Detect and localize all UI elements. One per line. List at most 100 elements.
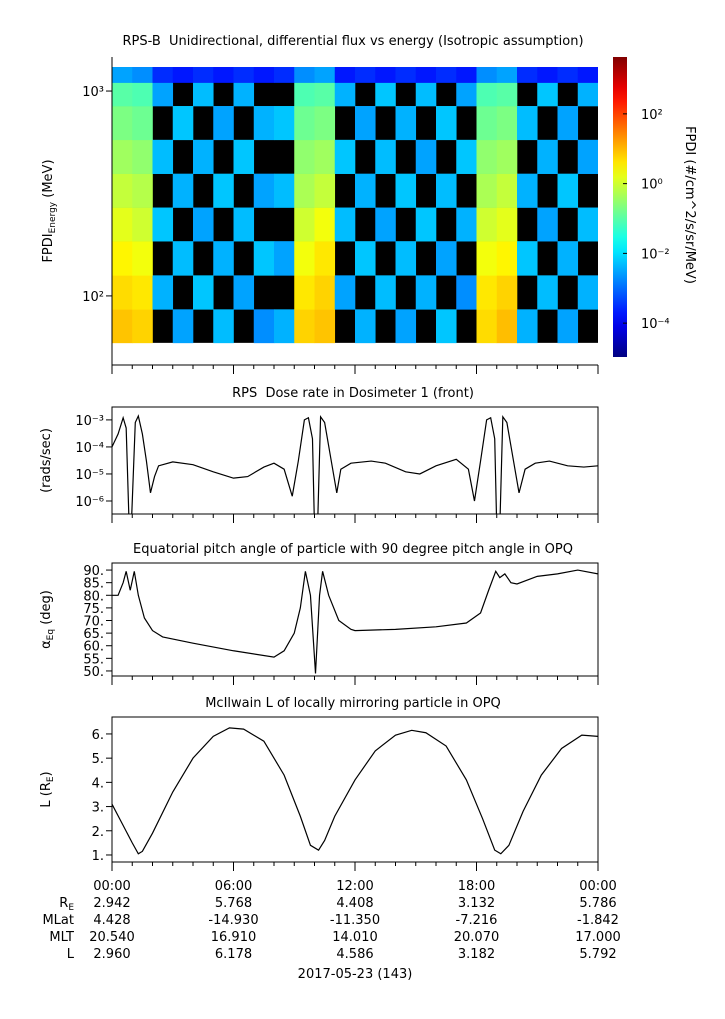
heatmap-cell bbox=[132, 139, 153, 174]
heatmap-cell bbox=[395, 309, 417, 344]
heatmap-cell bbox=[436, 67, 457, 83]
heatmap-cell bbox=[253, 173, 275, 208]
y-tick-label: 10⁻⁶ bbox=[75, 495, 104, 510]
heatmap-cell bbox=[476, 139, 498, 174]
y-tick-label: 50. bbox=[83, 665, 104, 680]
heatmap-cell bbox=[355, 106, 376, 141]
heatmap-cell bbox=[577, 139, 598, 174]
heatmap-cell bbox=[496, 241, 518, 276]
y-tick-label: 55. bbox=[83, 652, 104, 667]
heatmap-cell bbox=[395, 106, 417, 141]
colorbar bbox=[613, 57, 627, 357]
y-tick-label: 10⁻³ bbox=[75, 414, 104, 429]
y-tick-label: 90. bbox=[83, 564, 104, 579]
heatmap-cell bbox=[517, 309, 538, 344]
colorbar-tick-label: 10⁻² bbox=[641, 247, 670, 262]
heatmap-cell bbox=[274, 106, 295, 141]
ephemeris-value: 20.540 bbox=[89, 930, 135, 945]
heatmap-cell bbox=[213, 309, 234, 344]
heatmap-cell bbox=[476, 173, 498, 208]
heatmap-cell bbox=[334, 207, 356, 242]
heatmap-cell bbox=[415, 67, 437, 83]
heatmap-cell bbox=[456, 82, 477, 107]
heatmap-cell bbox=[193, 275, 214, 310]
heatmap-cell bbox=[233, 207, 255, 242]
heatmap-cell bbox=[476, 309, 498, 344]
ephemeris-value: 5.792 bbox=[579, 947, 616, 962]
heatmap-cell bbox=[557, 173, 579, 208]
ephemeris-value: 5.768 bbox=[215, 896, 252, 911]
heatmap-cell bbox=[375, 82, 396, 107]
heatmap-cell bbox=[193, 207, 214, 242]
colorbar-label: FPDI (#/cm^2/s/sr/MeV) bbox=[682, 126, 697, 284]
heatmap-cell bbox=[172, 106, 194, 141]
heatmap-cell bbox=[314, 173, 336, 208]
heatmap-cell bbox=[213, 106, 234, 141]
heatmap-cell bbox=[415, 275, 437, 310]
heatmap-cell bbox=[172, 67, 194, 83]
heatmap-cell bbox=[517, 173, 538, 208]
heatmap-cell bbox=[496, 309, 518, 344]
heatmap-cell bbox=[294, 275, 315, 310]
plot-frame bbox=[111, 716, 599, 863]
heatmap-cell bbox=[334, 67, 356, 83]
heatmap-cell bbox=[314, 82, 336, 107]
data-line bbox=[112, 727, 598, 855]
ephemeris-label: MLT bbox=[49, 930, 74, 945]
heatmap-cell bbox=[193, 139, 214, 174]
ephemeris-value: -1.842 bbox=[577, 913, 619, 928]
heatmap-cell bbox=[375, 67, 396, 83]
heatmap-cell bbox=[517, 106, 538, 141]
heatmap-cell bbox=[537, 139, 558, 174]
heatmap-cell bbox=[294, 241, 315, 276]
y-tick-label: 1. bbox=[92, 849, 104, 864]
heatmap-cell bbox=[132, 241, 153, 276]
y-tick-label: 10⁻⁵ bbox=[75, 468, 104, 483]
y-tick-label: 60. bbox=[83, 640, 104, 655]
heatmap-cell bbox=[496, 67, 518, 83]
heatmap-cell bbox=[213, 67, 234, 83]
ephemeris-value: 3.182 bbox=[458, 947, 495, 962]
ephemeris-value: 4.408 bbox=[336, 896, 373, 911]
heatmap-cell bbox=[577, 207, 598, 242]
x-tick-label: 12:00 bbox=[336, 879, 373, 894]
plot-frame bbox=[111, 562, 599, 677]
data-line bbox=[112, 414, 598, 514]
colorbar-tick-label: 10⁰ bbox=[641, 178, 663, 193]
y-axis-label: FPDIEnergy (MeV) bbox=[41, 159, 58, 262]
heatmap-cell bbox=[415, 139, 437, 174]
heatmap-cell bbox=[314, 67, 336, 83]
ephemeris-label: MLat bbox=[42, 913, 74, 928]
y-tick-label: 4. bbox=[92, 776, 104, 791]
ephemeris-label: L bbox=[67, 947, 75, 962]
y-tick-label: 2. bbox=[92, 825, 104, 840]
heatmap-cell bbox=[496, 139, 518, 174]
y-tick-label: 65. bbox=[83, 627, 104, 642]
heatmap-cell bbox=[112, 67, 133, 83]
heatmap-cell bbox=[496, 173, 518, 208]
heatmap-cell bbox=[253, 241, 275, 276]
heatmap-cell bbox=[132, 82, 153, 107]
heatmap-cell bbox=[233, 275, 255, 310]
y-tick-label: 85. bbox=[83, 577, 104, 592]
ephemeris-value: 6.178 bbox=[215, 947, 252, 962]
heatmap-cell bbox=[557, 309, 579, 344]
ephemeris-value: 4.428 bbox=[93, 913, 130, 928]
heatmap-cell bbox=[112, 106, 133, 141]
heatmap-cell bbox=[314, 106, 336, 141]
heatmap-cell bbox=[456, 139, 477, 174]
heatmap-cell bbox=[193, 82, 214, 107]
y-tick-label: 10³ bbox=[82, 85, 104, 100]
heatmap-cell bbox=[112, 207, 133, 242]
heatmap-cell bbox=[294, 309, 315, 344]
heatmap-cell bbox=[557, 106, 579, 141]
ephemeris-label: RE bbox=[59, 896, 74, 913]
heatmap-cell bbox=[476, 82, 498, 107]
heatmap-cell bbox=[152, 275, 174, 310]
heatmap-cell bbox=[496, 82, 518, 107]
heatmap-cell bbox=[132, 106, 153, 141]
ephemeris-value: -11.350 bbox=[330, 913, 380, 928]
heatmap-cell bbox=[152, 139, 174, 174]
heatmap-cell bbox=[334, 139, 356, 174]
ephemeris-value: 17.000 bbox=[575, 930, 621, 945]
